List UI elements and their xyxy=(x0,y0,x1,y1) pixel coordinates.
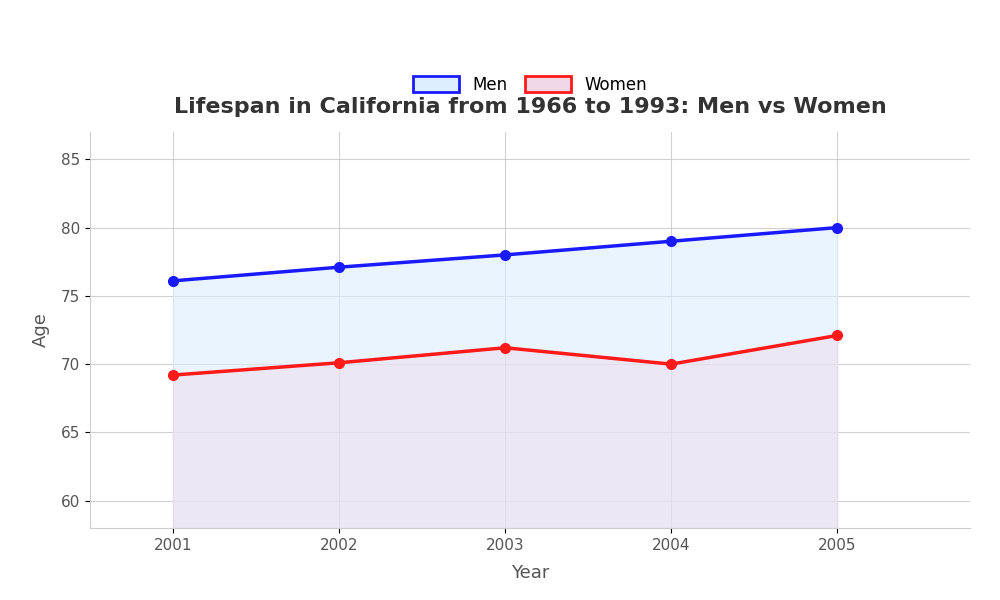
Legend: Men, Women: Men, Women xyxy=(406,69,654,100)
X-axis label: Year: Year xyxy=(511,564,549,582)
Title: Lifespan in California from 1966 to 1993: Men vs Women: Lifespan in California from 1966 to 1993… xyxy=(174,97,886,116)
Y-axis label: Age: Age xyxy=(32,313,50,347)
